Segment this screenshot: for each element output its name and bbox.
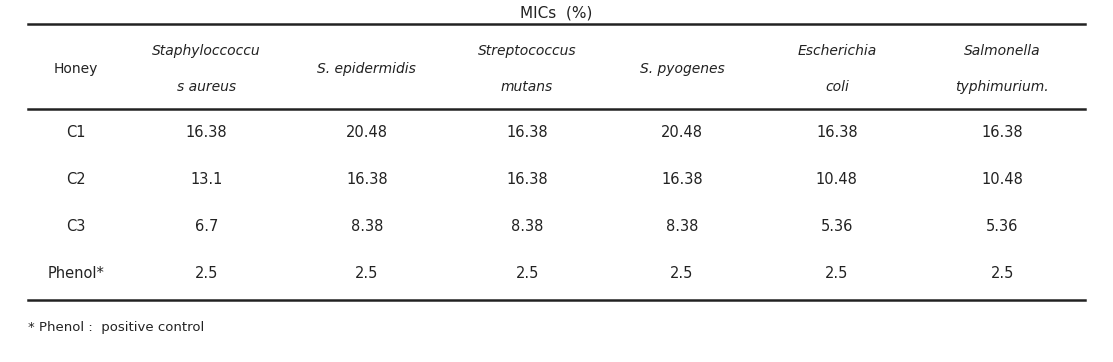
Text: 8.38: 8.38 [351,219,383,234]
Text: S. pyogenes: S. pyogenes [640,62,725,76]
Text: 2.5: 2.5 [515,266,539,281]
Text: Salmonella: Salmonella [964,44,1041,58]
Text: 6.7: 6.7 [195,219,218,234]
Text: 16.38: 16.38 [346,172,387,187]
Text: 16.38: 16.38 [506,125,548,140]
Text: * Phenol :  positive control: * Phenol : positive control [28,321,204,334]
Text: 2.5: 2.5 [195,266,218,281]
Text: Escherichia: Escherichia [797,44,876,58]
Text: 20.48: 20.48 [346,125,388,140]
Text: 8.38: 8.38 [666,219,698,234]
Text: C3: C3 [66,219,86,234]
Text: Honey: Honey [53,62,98,76]
Text: Phenol*: Phenol* [48,266,105,281]
Text: 5.36: 5.36 [986,219,1018,234]
Text: 16.38: 16.38 [661,172,702,187]
Text: Staphyloccoccu: Staphyloccoccu [152,44,262,58]
Text: 10.48: 10.48 [982,172,1023,187]
Text: 16.38: 16.38 [186,125,227,140]
Text: 13.1: 13.1 [190,172,223,187]
Text: C1: C1 [66,125,86,140]
Text: 16.38: 16.38 [506,172,548,187]
Text: 2.5: 2.5 [670,266,693,281]
Text: Streptococcus: Streptococcus [477,44,577,58]
Text: 2.5: 2.5 [825,266,848,281]
Text: typhimurium.: typhimurium. [956,80,1050,94]
Text: S. epidermidis: S. epidermidis [317,62,416,76]
Text: 2.5: 2.5 [991,266,1014,281]
Text: 2.5: 2.5 [355,266,378,281]
Text: 16.38: 16.38 [982,125,1023,140]
Text: 8.38: 8.38 [511,219,543,234]
Text: 5.36: 5.36 [820,219,853,234]
Text: mutans: mutans [501,80,553,94]
Text: 16.38: 16.38 [816,125,858,140]
Text: coli: coli [825,80,849,94]
Text: C2: C2 [66,172,86,187]
Text: 10.48: 10.48 [816,172,858,187]
Text: 20.48: 20.48 [661,125,703,140]
Text: MICs  (%): MICs (%) [520,5,593,20]
Text: s aureus: s aureus [177,80,236,94]
